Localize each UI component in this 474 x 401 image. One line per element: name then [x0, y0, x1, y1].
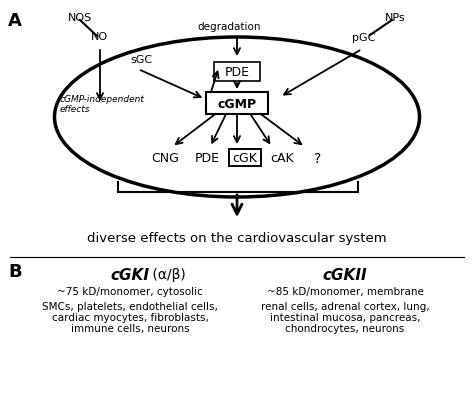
Text: chondrocytes, neurons: chondrocytes, neurons	[285, 323, 405, 333]
Text: ~75 kD/monomer, cytosolic: ~75 kD/monomer, cytosolic	[57, 286, 203, 296]
Text: cAK: cAK	[270, 152, 294, 164]
Text: PDE: PDE	[194, 152, 219, 164]
Text: NOS: NOS	[68, 13, 92, 23]
Text: intestinal mucosa, pancreas,: intestinal mucosa, pancreas,	[270, 312, 420, 322]
Text: cGKI: cGKI	[110, 267, 149, 282]
Text: ~85 kD/monomer, membrane: ~85 kD/monomer, membrane	[266, 286, 423, 296]
Text: renal cells, adrenal cortex, lung,: renal cells, adrenal cortex, lung,	[261, 301, 429, 311]
Text: NO: NO	[91, 32, 108, 42]
Text: NPs: NPs	[385, 13, 406, 23]
FancyBboxPatch shape	[206, 93, 268, 115]
Text: cGKII: cGKII	[323, 267, 367, 282]
Text: CNG: CNG	[151, 152, 179, 164]
Text: immune cells, neurons: immune cells, neurons	[71, 323, 189, 333]
Text: cGK: cGK	[233, 152, 257, 165]
FancyBboxPatch shape	[214, 62, 260, 81]
Text: cGMP: cGMP	[218, 98, 256, 111]
Text: degradation: degradation	[197, 22, 261, 32]
Text: PDE: PDE	[225, 66, 249, 79]
Text: diverse effects on the cardiovascular system: diverse effects on the cardiovascular sy…	[87, 231, 387, 244]
Text: pGC: pGC	[352, 33, 375, 43]
Text: (α/β): (α/β)	[148, 267, 186, 281]
Text: sGC: sGC	[130, 55, 152, 65]
Text: SMCs, platelets, endothelial cells,: SMCs, platelets, endothelial cells,	[42, 301, 218, 311]
Text: B: B	[8, 262, 22, 280]
FancyBboxPatch shape	[229, 149, 261, 166]
Text: cGMP-independent
effects: cGMP-independent effects	[60, 95, 145, 114]
Text: cardiac myocytes, fibroblasts,: cardiac myocytes, fibroblasts,	[52, 312, 209, 322]
Text: A: A	[8, 12, 22, 30]
Text: ?: ?	[314, 152, 322, 166]
